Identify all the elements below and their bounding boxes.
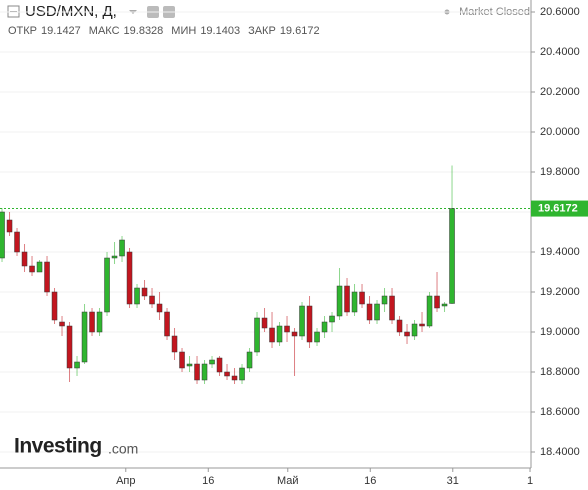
candle-body [374,303,380,321]
candle-body [164,311,170,337]
ohlc-label: МАКС [89,25,120,37]
candle-body [344,285,350,313]
last-price-label: 19.6172 [538,202,578,214]
plot [0,11,531,453]
candle-body [389,295,395,321]
logo-suffix: .com [108,441,138,457]
ohlc-label: ЗАКР [248,25,276,37]
last-price-tag [531,200,588,217]
candle-body [269,327,275,343]
candle-body [134,287,140,305]
candle-body [381,295,388,305]
y-tick-label: 20.4000 [540,46,580,58]
candle-body [81,311,88,363]
candle-body [299,305,305,337]
candle-body [351,291,358,313]
candle-body [449,208,455,304]
candle-body [29,265,35,273]
ohlc-label: МИН [171,25,196,37]
candle-body [284,325,290,333]
candle-body [246,351,253,369]
candle-body [51,291,58,321]
ohlc-value: 19.1403 [200,25,240,37]
candle-body [171,335,178,353]
candle-body [441,303,448,307]
candle-body [419,323,425,327]
ohlc-value: 19.6172 [280,25,320,37]
candle-body [231,375,238,381]
candle-body [141,287,148,297]
candle-body [36,261,43,273]
y-tick-label: 19.8000 [540,166,580,178]
candle-body [66,325,73,369]
x-tick-label: 31 [447,475,459,487]
y-tick-label: 20.0000 [540,126,580,138]
candle-body [291,331,298,337]
y-tick-label: 19.2000 [540,286,580,298]
candle-body [254,317,260,353]
candle-body [224,371,230,377]
y-tick-label: 18.4000 [540,446,580,458]
candle-body [119,239,125,257]
candle-body [149,295,155,305]
candle-body [74,361,80,369]
x-tick-label: 16 [364,475,376,487]
candle-body [194,363,200,381]
y-tick-label: 18.6000 [540,406,580,418]
y-tick-label: 19.0000 [540,326,580,338]
y-tick-label: 20.2000 [540,86,580,98]
candle-body [104,257,110,313]
candle-body [6,219,13,233]
candle-body [201,363,208,381]
candle-body [276,325,283,343]
candle-body [411,323,418,337]
y-tick-label: 20.6000 [540,6,580,18]
x-tick-label: Май [277,475,299,487]
candle-body [366,303,373,321]
candle-body [314,331,320,343]
candle-body [89,311,95,333]
candle-body [209,359,215,365]
candle-body [186,363,193,367]
candle-body [216,357,223,373]
ohlc-value: 19.1427 [41,25,81,37]
candle-body [336,285,343,317]
ohlc-value: 19.8328 [124,25,164,37]
candle-body [261,317,268,329]
candle-body [126,251,133,305]
candle-body [156,303,163,313]
y-tick-label: 19.4000 [540,246,580,258]
candle-body [321,321,328,333]
candle-body [14,231,20,253]
candle-body [396,319,403,333]
candle-body [329,315,335,323]
x-tick-label: 16 [202,475,214,487]
candle-body [306,305,313,343]
logo: Investing [14,435,102,458]
ohlc-line: ОТКР 19.1427 МАКС 19.8328 МИН 19.1403 ЗАКР 19.6… [8,25,320,37]
candle-body [0,211,5,259]
candle-body [404,331,410,337]
candle-body [434,295,440,309]
candle-body [179,351,185,369]
candle-body [359,291,365,305]
candle-body [426,295,433,327]
candle-body [59,321,65,327]
candle-body [239,367,245,381]
candle-body [44,261,50,293]
x-tick-label: Апр [116,475,135,487]
y-tick-label: 18.8000 [540,366,580,378]
chart-title: USD/MXN, Д, [25,3,117,20]
ohlc-label: ОТКР [8,25,37,37]
candle-body [21,251,28,267]
candle-body [111,255,118,259]
x-tick-label: 1 [527,475,533,487]
candle-body [96,311,103,333]
